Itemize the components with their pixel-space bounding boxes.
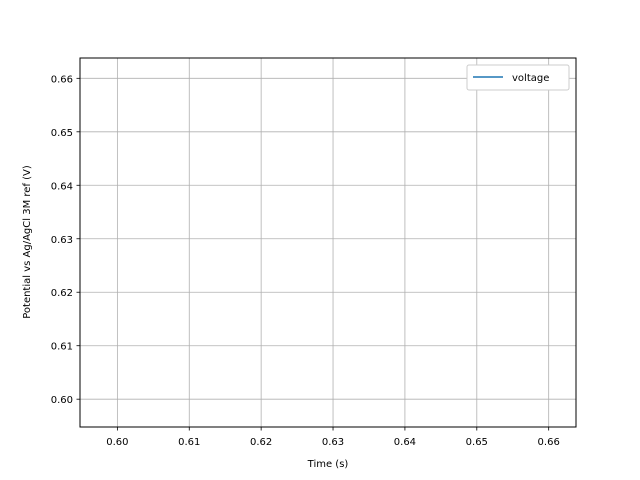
plot-area: 0.60 0.61 0.62 0.63 0.64 0.65 0.66 0.600.610.6… <box>51 57 577 448</box>
y-tick-label: 0.66 <box>51 74 73 85</box>
x-tick-label: 0.61 <box>178 437 200 448</box>
axes-frame <box>79 57 577 428</box>
y-tick-label: 0.65 <box>51 128 73 139</box>
x-tick-label: 0.64 <box>394 437 416 448</box>
axes-background <box>80 58 576 427</box>
x-ticks: 0.60 0.61 0.62 0.63 0.64 0.65 0.66 <box>106 427 560 448</box>
legend-box <box>466 64 570 91</box>
x-gridlines <box>116 58 550 427</box>
x-tick-label: 0.60 <box>106 437 128 448</box>
legend-label-voltage: voltage <box>512 73 549 84</box>
x-tick-label: 0.63 <box>322 437 344 448</box>
y-tick-label: 0.60 <box>51 395 73 406</box>
y-tick-label: 0.62 <box>51 288 73 299</box>
y-tick-label: 0.64 <box>51 181 73 192</box>
y-gridlines <box>80 77 576 400</box>
x-tick-label: 0.66 <box>538 437 560 448</box>
x-tick-label: 0.62 <box>250 437 272 448</box>
y-axis-label: Potential vs Ag/AgCl 3M ref (V) <box>22 165 33 319</box>
y-ticks: 0.60 0.61 0.62 0.63 0.64 0.65 0.66 <box>51 74 80 406</box>
x-axis-label: Time (s) <box>307 459 349 470</box>
y-tick-label: 0.63 <box>51 235 73 246</box>
x-tick-label: 0.65 <box>466 437 488 448</box>
legend: voltage <box>466 64 570 91</box>
y-tick-label: 0.61 <box>51 342 73 353</box>
